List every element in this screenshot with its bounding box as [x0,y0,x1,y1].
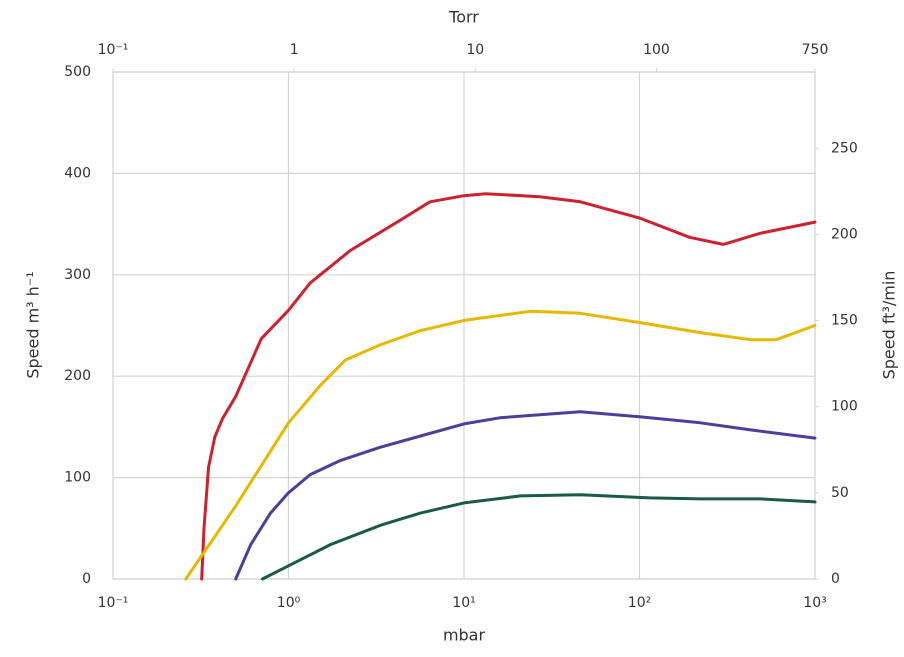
y2-tick-label: 250 [831,140,858,156]
x-tick-label: 10⁰ [277,595,301,611]
x2-tick-label: 10⁻¹ [98,42,129,58]
x2-tick-label: 10 [466,42,484,58]
x2-tick-label: 750 [802,42,829,58]
y2-tick-label: 150 [831,313,858,329]
series-line [260,493,817,581]
y2-axis-title: Speed ft³/min [880,271,899,380]
y-tick-label: 100 [64,470,91,486]
x-tick-label: 10³ [803,595,826,611]
x2-tick-label: 1 [290,42,299,58]
x-tick-label: 10² [628,595,651,611]
y2-tick-label: 200 [831,226,858,242]
y-tick-label: 0 [82,571,91,587]
y-axis-title: Speed m³ h⁻¹ [24,271,43,378]
y2-tick-label: 0 [831,571,840,587]
y2-tick-label: 100 [831,399,858,415]
series-line [184,309,817,581]
x-tick-label: 10¹ [452,595,475,611]
y-tick-label: 300 [64,267,91,283]
y-tick-label: 500 [64,64,91,80]
y2-tick-label: 50 [831,485,849,501]
series-line [234,410,817,581]
series-line [200,192,817,581]
y-tick-label: 400 [64,165,91,181]
x-axis-title: mbar [443,626,486,645]
x2-axis-title: Torr [448,8,479,27]
y-tick-label: 200 [64,368,91,384]
x-tick-label: 10⁻¹ [98,595,129,611]
x2-tick-label: 100 [643,42,670,58]
